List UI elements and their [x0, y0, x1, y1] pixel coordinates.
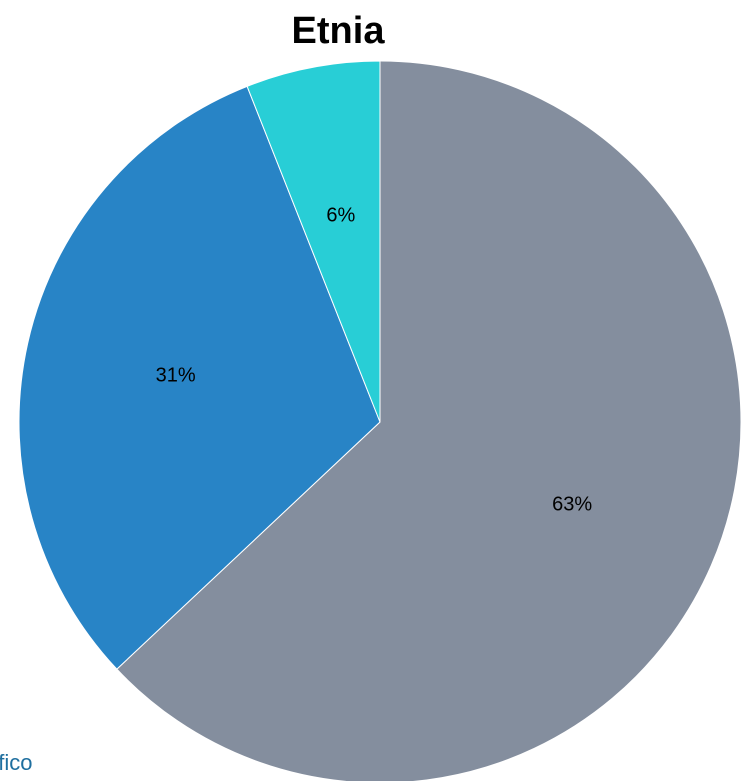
pie-slice-1 — [18, 85, 381, 670]
pie-slice-label-0: 63% — [552, 493, 592, 515]
pie-slices — [18, 60, 741, 781]
pie-slice-2 — [246, 60, 381, 423]
pie-slice-label-1: 31% — [156, 365, 196, 387]
pie-slice-label-2: 6% — [326, 205, 355, 227]
footer-link-text[interactable]: áfico — [0, 750, 33, 775]
pie-slice-labels: 63% 31% 6% — [156, 205, 593, 516]
chart-title: Etnia — [292, 10, 386, 52]
pie-slice-0 — [116, 60, 741, 781]
